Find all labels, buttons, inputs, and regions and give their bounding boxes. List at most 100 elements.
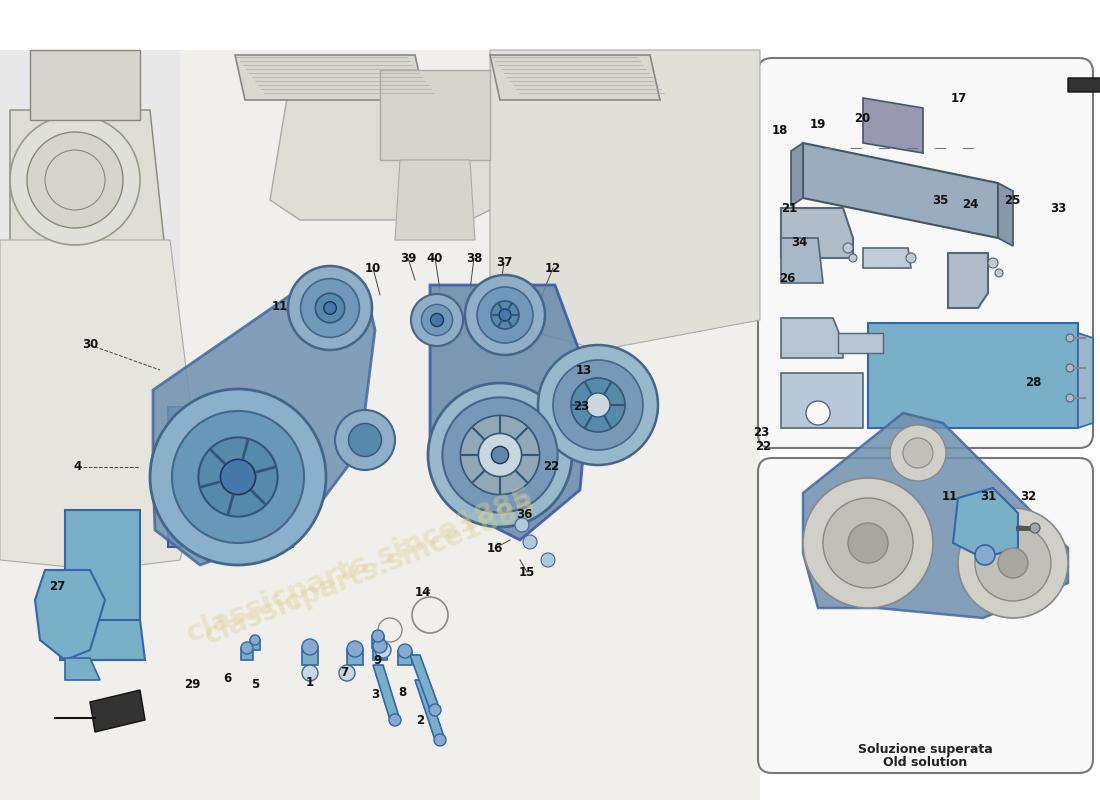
Polygon shape	[0, 50, 180, 370]
Polygon shape	[153, 285, 375, 565]
Circle shape	[198, 438, 277, 517]
Polygon shape	[868, 323, 1078, 428]
Text: 21: 21	[781, 202, 798, 214]
Circle shape	[398, 644, 412, 658]
Circle shape	[241, 642, 253, 654]
Polygon shape	[10, 110, 165, 250]
Circle shape	[890, 425, 946, 481]
Circle shape	[958, 508, 1068, 618]
Circle shape	[522, 535, 537, 549]
Text: 6: 6	[223, 671, 231, 685]
Circle shape	[541, 553, 556, 567]
Text: 2: 2	[416, 714, 425, 726]
Text: 10: 10	[365, 262, 381, 274]
Polygon shape	[65, 510, 140, 660]
Polygon shape	[379, 70, 490, 160]
Polygon shape	[490, 50, 760, 350]
Circle shape	[499, 309, 512, 321]
Polygon shape	[998, 183, 1013, 246]
Text: Soluzione superata: Soluzione superata	[858, 743, 992, 757]
Polygon shape	[346, 649, 363, 665]
Circle shape	[998, 548, 1028, 578]
Polygon shape	[90, 690, 145, 732]
Text: 39: 39	[399, 251, 416, 265]
Circle shape	[302, 639, 318, 655]
Circle shape	[288, 266, 372, 350]
Circle shape	[975, 545, 996, 565]
Text: 26: 26	[779, 271, 795, 285]
Polygon shape	[430, 285, 590, 540]
Polygon shape	[864, 248, 911, 268]
Circle shape	[1030, 523, 1040, 533]
Text: 12: 12	[544, 262, 561, 274]
Text: classicparts.since1885: classicparts.since1885	[200, 490, 540, 650]
Circle shape	[302, 665, 318, 681]
Text: 11: 11	[272, 301, 288, 314]
Polygon shape	[30, 50, 140, 120]
Text: 14: 14	[415, 586, 431, 599]
Circle shape	[478, 434, 521, 477]
Polygon shape	[1078, 333, 1093, 428]
Circle shape	[515, 518, 529, 532]
Circle shape	[336, 410, 395, 470]
Text: 33: 33	[1049, 202, 1066, 214]
Circle shape	[1066, 334, 1074, 342]
Circle shape	[300, 278, 360, 338]
Text: 24: 24	[961, 198, 978, 211]
Circle shape	[411, 294, 463, 346]
Polygon shape	[302, 647, 318, 665]
Text: 4: 4	[74, 461, 82, 474]
Text: 16: 16	[487, 542, 503, 554]
Text: 20: 20	[854, 111, 870, 125]
Polygon shape	[1068, 78, 1100, 92]
Text: 9: 9	[374, 654, 382, 666]
Circle shape	[28, 132, 123, 228]
Polygon shape	[803, 413, 1068, 618]
Circle shape	[903, 438, 933, 468]
Circle shape	[220, 459, 255, 494]
Polygon shape	[953, 488, 1018, 558]
Polygon shape	[60, 620, 145, 660]
Text: 11: 11	[942, 490, 958, 503]
Text: 5: 5	[251, 678, 260, 691]
Polygon shape	[803, 143, 998, 238]
Circle shape	[996, 269, 1003, 277]
Text: 17: 17	[950, 91, 967, 105]
Text: 18: 18	[772, 123, 789, 137]
Circle shape	[975, 525, 1050, 601]
Polygon shape	[781, 208, 852, 258]
Text: Old solution: Old solution	[883, 755, 967, 769]
Circle shape	[316, 294, 344, 322]
Text: classicparts.since1885: classicparts.since1885	[183, 482, 538, 648]
Polygon shape	[791, 143, 803, 206]
Text: 13: 13	[576, 363, 592, 377]
Circle shape	[150, 389, 326, 565]
Text: 23: 23	[752, 426, 769, 438]
Circle shape	[571, 378, 625, 432]
Text: 22: 22	[543, 459, 559, 473]
Text: 38: 38	[465, 251, 482, 265]
Text: 36: 36	[516, 509, 532, 522]
Polygon shape	[250, 640, 260, 650]
Polygon shape	[0, 50, 760, 800]
Circle shape	[421, 304, 452, 336]
Circle shape	[346, 641, 363, 657]
Circle shape	[373, 639, 387, 653]
Polygon shape	[270, 80, 510, 220]
Circle shape	[339, 665, 355, 681]
Circle shape	[843, 243, 852, 253]
Polygon shape	[0, 240, 200, 570]
Circle shape	[538, 345, 658, 465]
Circle shape	[1066, 394, 1074, 402]
Circle shape	[586, 393, 611, 417]
Circle shape	[375, 642, 390, 658]
Text: 1: 1	[306, 677, 315, 690]
Text: 27: 27	[48, 581, 65, 594]
Circle shape	[172, 411, 304, 543]
FancyBboxPatch shape	[758, 458, 1093, 773]
Circle shape	[442, 398, 558, 513]
Polygon shape	[372, 636, 384, 648]
Circle shape	[823, 498, 913, 588]
Text: 3: 3	[371, 689, 380, 702]
Polygon shape	[373, 646, 387, 660]
